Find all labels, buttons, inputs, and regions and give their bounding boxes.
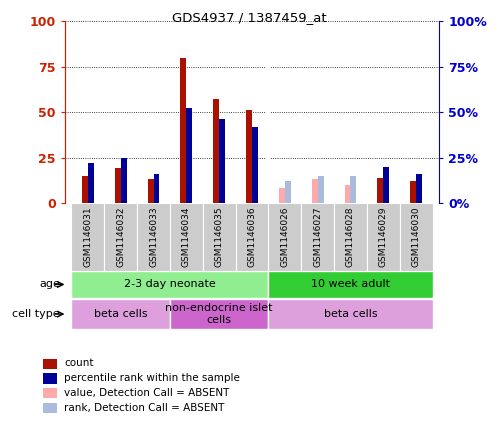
Bar [71, 299, 170, 329]
Bar [285, 181, 291, 203]
Text: beta cells: beta cells [94, 309, 148, 319]
Bar [236, 203, 268, 271]
Text: percentile rank within the sample: percentile rank within the sample [64, 373, 240, 383]
Text: GSM1146035: GSM1146035 [215, 206, 224, 267]
Text: GSM1146029: GSM1146029 [379, 206, 388, 267]
Bar [416, 174, 422, 203]
Bar [181, 58, 186, 203]
Bar [43, 403, 57, 413]
Bar [268, 299, 433, 329]
Bar [345, 185, 350, 203]
Text: GDS4937 / 1387459_at: GDS4937 / 1387459_at [172, 11, 327, 24]
Text: GSM1146030: GSM1146030 [412, 206, 421, 267]
Bar [312, 179, 318, 203]
Bar [104, 203, 137, 271]
Bar [246, 110, 252, 203]
Text: rank, Detection Call = ABSENT: rank, Detection Call = ABSENT [64, 403, 225, 413]
Bar [400, 203, 433, 271]
Bar [219, 119, 225, 203]
Bar [252, 126, 258, 203]
Text: GSM1146036: GSM1146036 [248, 206, 256, 267]
Text: count: count [64, 358, 94, 368]
Bar [377, 178, 383, 203]
Text: 2-3 day neonate: 2-3 day neonate [124, 280, 216, 289]
Text: non-endocrine islet
cells: non-endocrine islet cells [165, 303, 273, 325]
Bar [170, 203, 203, 271]
Bar [367, 203, 400, 271]
Bar [71, 271, 268, 298]
Text: GSM1146027: GSM1146027 [313, 206, 322, 267]
Bar [268, 271, 433, 298]
Bar [170, 299, 268, 329]
Text: GSM1146031: GSM1146031 [83, 206, 92, 267]
Text: age: age [39, 280, 60, 289]
Text: GSM1146034: GSM1146034 [182, 206, 191, 267]
Bar [279, 189, 285, 203]
Bar [383, 167, 389, 203]
Bar [115, 168, 121, 203]
Bar [43, 359, 57, 369]
Bar [43, 388, 57, 398]
Bar [318, 176, 323, 203]
Bar [154, 174, 159, 203]
Bar [410, 181, 416, 203]
Text: 10 week adult: 10 week adult [311, 280, 390, 289]
Bar [350, 176, 356, 203]
Bar [121, 158, 127, 203]
Bar [71, 203, 104, 271]
Bar [334, 203, 367, 271]
Bar [301, 203, 334, 271]
Text: GSM1146032: GSM1146032 [116, 206, 125, 267]
Bar [82, 176, 88, 203]
Text: cell type: cell type [12, 309, 60, 319]
Bar [43, 374, 57, 384]
Bar [213, 99, 219, 203]
Text: value, Detection Call = ABSENT: value, Detection Call = ABSENT [64, 388, 230, 398]
Text: beta cells: beta cells [324, 309, 377, 319]
Bar [268, 203, 301, 271]
Text: GSM1146028: GSM1146028 [346, 206, 355, 267]
Bar [203, 203, 236, 271]
Text: GSM1146033: GSM1146033 [149, 206, 158, 267]
Text: GSM1146026: GSM1146026 [280, 206, 289, 267]
Bar [148, 179, 154, 203]
Bar [88, 163, 94, 203]
Bar [186, 108, 192, 203]
Bar [137, 203, 170, 271]
